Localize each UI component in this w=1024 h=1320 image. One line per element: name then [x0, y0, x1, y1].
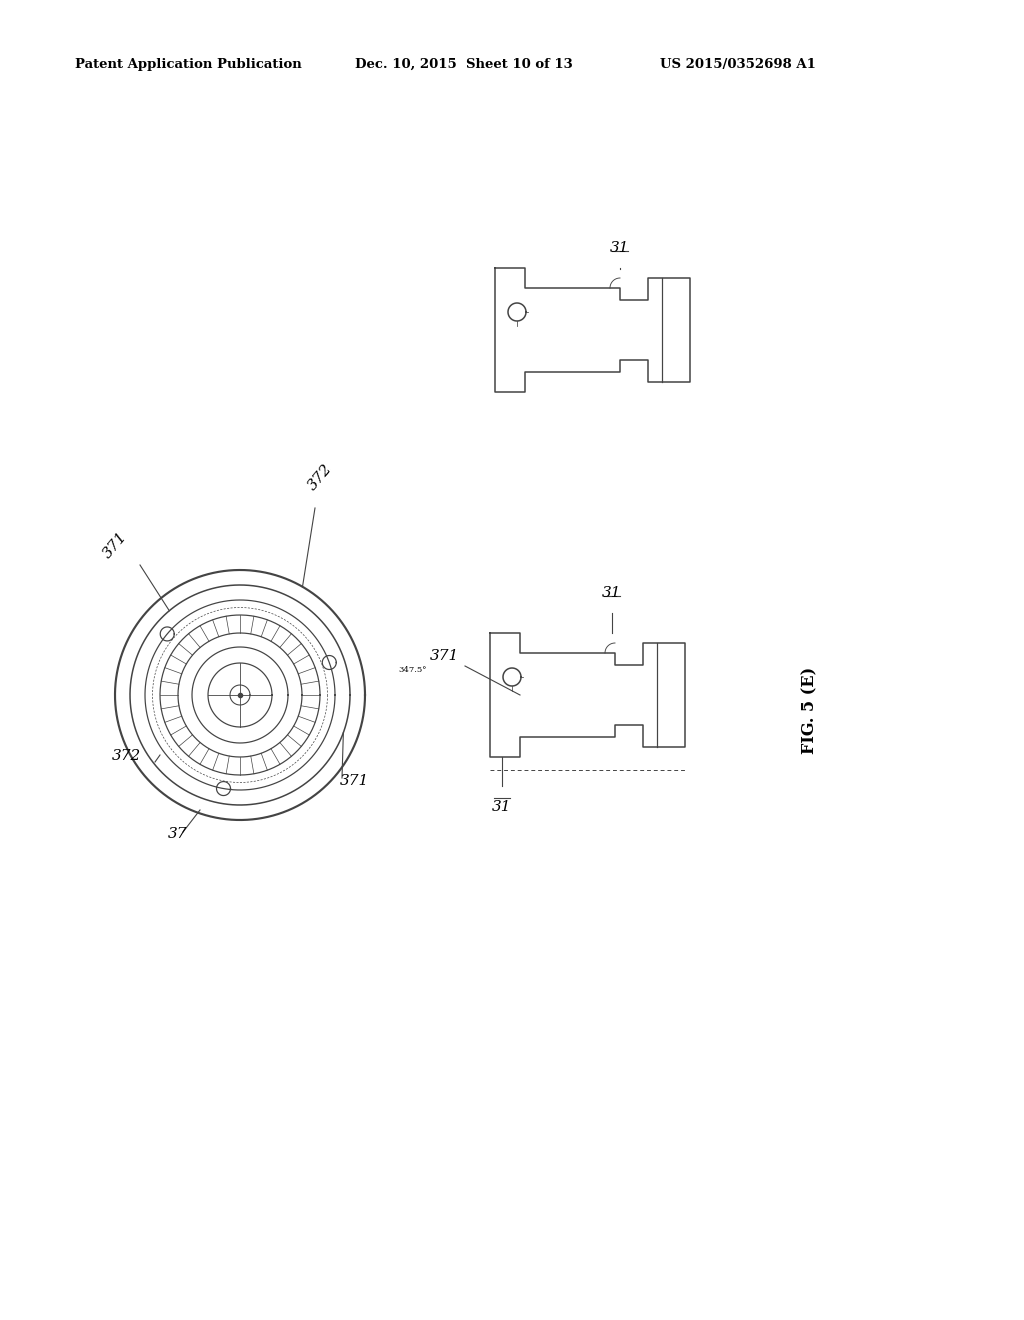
Text: Patent Application Publication: Patent Application Publication — [75, 58, 302, 71]
Text: 371: 371 — [100, 529, 130, 561]
Text: 372: 372 — [305, 462, 335, 492]
Text: 31: 31 — [602, 586, 622, 601]
Text: 37: 37 — [168, 828, 187, 841]
Text: Dec. 10, 2015  Sheet 10 of 13: Dec. 10, 2015 Sheet 10 of 13 — [355, 58, 572, 71]
Text: 371: 371 — [340, 774, 370, 788]
Text: 347.5°: 347.5° — [398, 667, 426, 675]
Text: US 2015/0352698 A1: US 2015/0352698 A1 — [660, 58, 816, 71]
Text: 372: 372 — [112, 748, 141, 763]
Text: 31: 31 — [493, 800, 512, 814]
Text: 371: 371 — [430, 649, 459, 663]
Text: 31: 31 — [610, 242, 630, 255]
Text: FIG. 5 (E): FIG. 5 (E) — [802, 667, 818, 754]
